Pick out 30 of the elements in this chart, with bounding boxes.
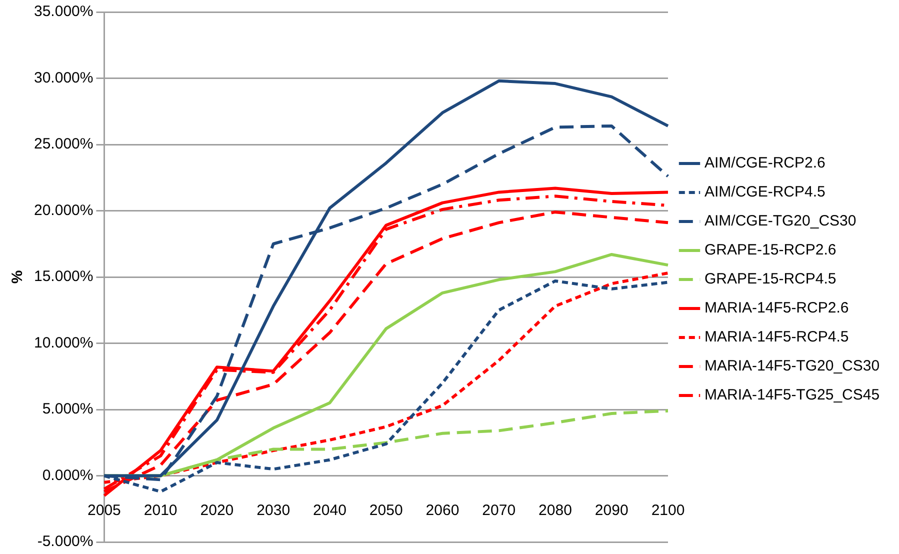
y-tick-label: 25.000% (34, 136, 94, 153)
x-tick-label: 2070 (482, 502, 516, 519)
y-tick-label: 15.000% (34, 268, 94, 286)
x-tick-label: 2020 (200, 502, 234, 519)
legend-label: MARIA-14F5-TG25_CS45 (704, 386, 880, 404)
x-tick-label: 2060 (426, 502, 460, 519)
x-tick-label: 2040 (313, 502, 346, 519)
legend-label: AIM/CGE-TG20_CS30 (704, 212, 856, 230)
x-tick-label: 2030 (256, 502, 290, 519)
y-axis-title: % (9, 270, 26, 284)
x-tick-label: 2005 (88, 502, 121, 519)
y-tick-label: 5.000% (42, 400, 94, 418)
y-tick-label: 20.000% (34, 202, 94, 219)
x-tick-label: 2080 (538, 502, 572, 519)
y-tick-label: 0.000% (42, 466, 94, 484)
legend-label: MARIA-14F5-TG20_CS30 (704, 358, 880, 375)
legend-label: AIM/CGE-RCP2.6 (704, 154, 826, 172)
y-tick-label: 35.000% (34, 3, 94, 20)
x-tick-label: 2090 (594, 502, 628, 519)
legend-label: MARIA-14F5-RCP2.6 (704, 300, 849, 317)
x-tick-label: 2010 (144, 502, 178, 519)
x-tick-label: 2100 (651, 502, 685, 519)
y-tick-label: 10.000% (34, 334, 94, 352)
legend-label: GRAPE-15-RCP4.5 (704, 270, 836, 288)
y-tick-label: 30.000% (34, 69, 94, 86)
y-tick-label: -5.000% (37, 533, 94, 550)
legend-label: GRAPE-15-RCP2.6 (704, 242, 836, 259)
x-tick-label: 2050 (369, 502, 403, 519)
legend-label: MARIA-14F5-RCP4.5 (704, 328, 849, 346)
legend-label: AIM/CGE-RCP4.5 (704, 184, 826, 201)
